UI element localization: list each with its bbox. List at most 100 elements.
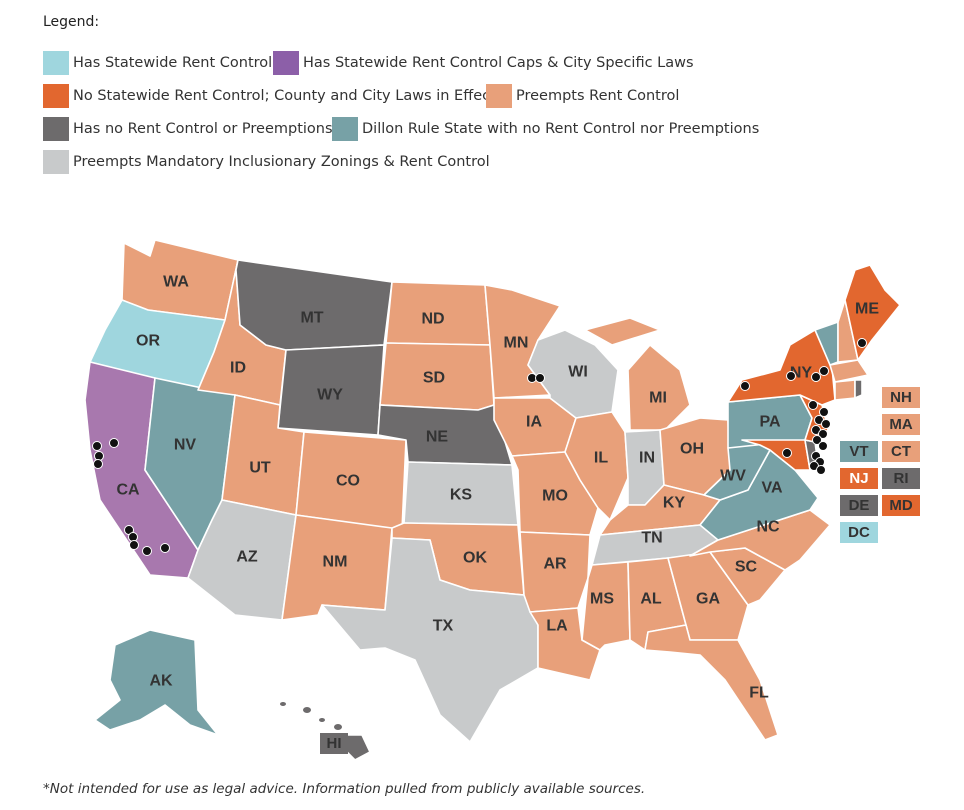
city-marker[interactable] — [782, 448, 792, 458]
state-ri[interactable] — [854, 379, 863, 399]
badge-nj[interactable]: NJ — [840, 468, 878, 489]
state-label-al: AL — [640, 591, 662, 608]
legend-label: Dillon Rule State with no Rent Control n… — [362, 121, 760, 137]
state-label-in: IN — [639, 450, 655, 467]
legend-label: No Statewide Rent Control; County and Ci… — [73, 88, 496, 104]
state-tx[interactable] — [321, 537, 539, 743]
state-label-oh: OH — [680, 441, 704, 458]
city-marker[interactable] — [816, 465, 826, 475]
state-label-va: VA — [761, 480, 782, 497]
state-label-ca: CA — [116, 482, 140, 499]
state-label-il: IL — [594, 450, 608, 467]
state-label-ne: NE — [426, 429, 449, 446]
state-label-mi: MI — [649, 390, 667, 407]
city-marker[interactable] — [109, 438, 119, 448]
badge-hi[interactable]: HI — [320, 733, 348, 754]
legend-swatch — [43, 117, 69, 141]
badge-ct[interactable]: CT — [882, 441, 920, 462]
legend-label: Has Statewide Rent Control — [73, 55, 273, 71]
city-marker[interactable] — [819, 366, 829, 376]
badge-nh[interactable]: NH — [882, 387, 920, 408]
city-marker[interactable] — [821, 419, 831, 429]
legend-title: Legend: — [43, 14, 100, 30]
legend-item-preempts: Preempts Rent Control — [486, 84, 679, 108]
state-label-nm: NM — [323, 554, 348, 571]
badge-de[interactable]: DE — [840, 495, 878, 516]
state-label-wi: WI — [568, 364, 588, 381]
state-ak[interactable] — [94, 629, 219, 736]
state-mi[interactable] — [584, 317, 691, 431]
city-marker[interactable] — [812, 435, 822, 445]
state-label-sc: SC — [735, 559, 758, 576]
city-marker[interactable] — [92, 441, 102, 451]
state-label-mo: MO — [542, 488, 568, 505]
city-marker[interactable] — [808, 400, 818, 410]
state-label-wv: WV — [720, 468, 746, 485]
city-marker[interactable] — [857, 338, 867, 348]
city-marker[interactable] — [129, 540, 139, 550]
badge-dc[interactable]: DC — [840, 522, 878, 543]
legend-label: Preempts Rent Control — [516, 88, 680, 104]
state-label-ga: GA — [696, 591, 720, 608]
state-ct[interactable] — [834, 379, 856, 401]
badge-vt[interactable]: VT — [840, 441, 878, 462]
legend-label: Preempts Mandatory Inclusionary Zonings … — [73, 154, 490, 170]
state-ma[interactable] — [829, 359, 869, 383]
state-label-me: ME — [855, 301, 879, 318]
city-markers — [92, 338, 867, 556]
state-label-id: ID — [230, 360, 246, 377]
state-label-pa: PA — [759, 414, 780, 431]
badge-md[interactable]: MD — [882, 495, 920, 516]
badge-ri[interactable]: RI — [882, 468, 920, 489]
city-marker[interactable] — [142, 546, 152, 556]
state-label-nc: NC — [756, 519, 780, 536]
state-la[interactable] — [529, 607, 601, 681]
state-label-mn: MN — [504, 335, 529, 352]
legend-swatch — [273, 51, 299, 75]
legend-item-no-rent-control: Has no Rent Control or Preemptions — [43, 117, 333, 141]
state-label-mt: MT — [300, 310, 323, 327]
city-marker[interactable] — [160, 543, 170, 553]
city-marker[interactable] — [740, 381, 750, 391]
disclaimer: *Not intended for use as legal advice. I… — [43, 781, 646, 797]
legend-label: Has Statewide Rent Control Caps & City S… — [303, 55, 694, 71]
state-ny[interactable] — [727, 329, 836, 406]
state-label-ks: KS — [450, 487, 473, 504]
state-label-ok: OK — [463, 550, 487, 567]
state-label-ms: MS — [590, 591, 614, 608]
legend-swatch — [43, 51, 69, 75]
state-label-tn: TN — [641, 530, 662, 547]
state-hi[interactable] — [280, 702, 371, 761]
city-marker[interactable] — [811, 372, 821, 382]
state-me[interactable] — [844, 264, 901, 361]
state-label-co: CO — [336, 473, 360, 490]
state-label-la: LA — [546, 618, 568, 635]
state-fl[interactable] — [644, 624, 779, 741]
legend-swatch — [43, 84, 69, 108]
city-marker[interactable] — [818, 429, 828, 439]
state-label-fl: FL — [749, 685, 769, 702]
state-label-wy: WY — [317, 387, 343, 404]
legend-item-preempts-inclusionary: Preempts Mandatory Inclusionary Zonings … — [43, 150, 490, 174]
badge-ma[interactable]: MA — [882, 414, 920, 435]
state-label-wa: WA — [163, 274, 189, 291]
state-label-ky: KY — [663, 495, 686, 512]
state-label-nv: NV — [174, 437, 197, 454]
state-label-sd: SD — [423, 370, 445, 387]
legend-item-statewide-rent-control: Has Statewide Rent Control — [43, 51, 272, 75]
legend-swatch — [43, 150, 69, 174]
state-label-ak: AK — [149, 673, 173, 690]
city-marker[interactable] — [535, 373, 545, 383]
city-marker[interactable] — [93, 459, 103, 469]
state-label-ut: UT — [249, 460, 271, 477]
legend-label: Has no Rent Control or Preemptions — [73, 121, 333, 137]
legend-item-dillon-rule: Dillon Rule State with no Rent Control n… — [332, 117, 759, 141]
state-label-nd: ND — [421, 311, 444, 328]
legend-swatch — [332, 117, 358, 141]
city-marker[interactable] — [818, 441, 828, 451]
state-mt[interactable] — [235, 259, 393, 351]
state-label-tx: TX — [433, 618, 454, 635]
city-marker[interactable] — [786, 371, 796, 381]
city-marker[interactable] — [819, 407, 829, 417]
